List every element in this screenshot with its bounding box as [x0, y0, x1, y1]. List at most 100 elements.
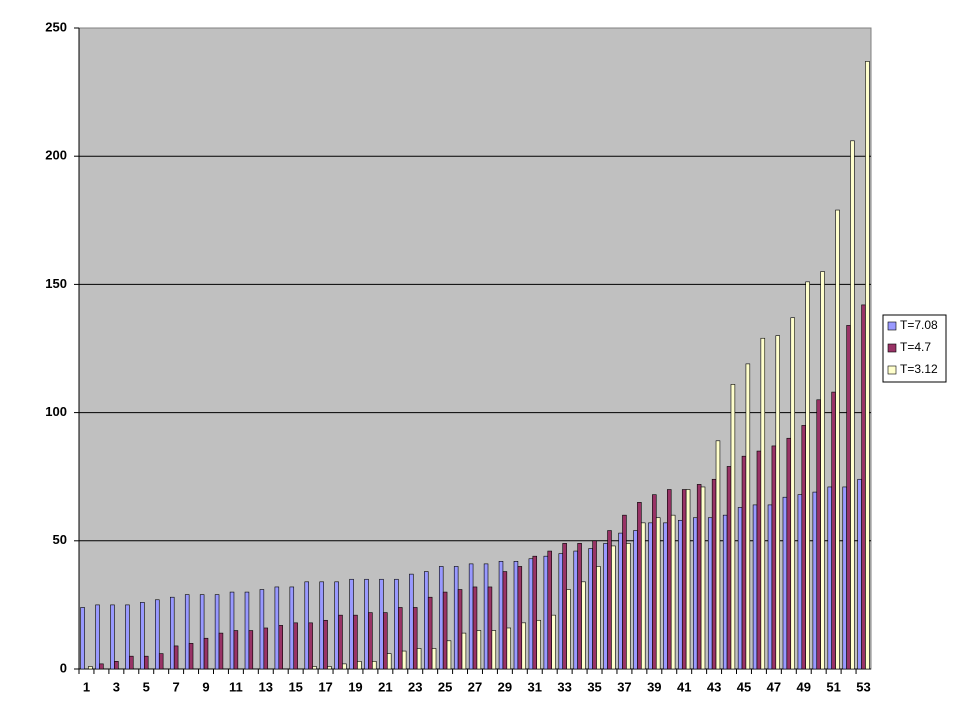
x-tick-label: 13 [259, 679, 273, 694]
y-tick-label: 50 [53, 532, 67, 547]
bar [416, 648, 422, 670]
bar [797, 494, 803, 670]
bar [835, 209, 840, 670]
bar [513, 561, 519, 670]
x-tick-label: 31 [528, 679, 542, 694]
x-tick-label: 29 [498, 679, 512, 694]
bar [155, 599, 160, 670]
bar [715, 440, 721, 670]
bar [865, 61, 870, 670]
bar [461, 632, 467, 670]
bar [517, 566, 523, 670]
bar [816, 399, 821, 670]
x-tick-label: 53 [856, 679, 870, 694]
bar [248, 630, 254, 670]
bar [424, 571, 429, 670]
bar [383, 612, 388, 670]
bar [468, 563, 474, 670]
bar [551, 614, 556, 670]
bar [745, 363, 751, 670]
bar [618, 532, 623, 670]
x-tick-label: 43 [707, 679, 721, 694]
bar [278, 625, 283, 670]
legend-swatch [887, 321, 897, 331]
legend-swatch [887, 343, 897, 353]
bar [760, 337, 766, 670]
legend-label: T=4.7 [900, 340, 931, 354]
bar [775, 335, 780, 670]
bar [861, 304, 866, 670]
bar [790, 317, 795, 670]
bar [110, 604, 115, 670]
bar [401, 650, 407, 670]
y-tick-label: 150 [45, 276, 67, 291]
x-tick-label: 7 [173, 679, 180, 694]
bar [274, 586, 280, 670]
bar [652, 494, 657, 670]
bar [752, 504, 758, 670]
bar [125, 604, 130, 670]
bar [99, 663, 104, 670]
bar [685, 489, 691, 670]
bar [558, 553, 564, 670]
bar [547, 550, 552, 670]
bar [562, 543, 567, 670]
bar [476, 630, 482, 670]
bar [707, 517, 713, 670]
legend-label: T=7.08 [900, 318, 938, 332]
bar [293, 622, 298, 670]
x-tick-label: 45 [737, 679, 751, 694]
bar [398, 607, 403, 670]
bar [633, 530, 638, 670]
bar [244, 591, 250, 670]
bar [129, 655, 134, 670]
bar [820, 271, 825, 670]
bar [846, 325, 851, 670]
bar [170, 596, 175, 670]
x-tick-label: 17 [318, 679, 332, 694]
bar [289, 586, 295, 670]
bar [319, 581, 324, 670]
bar [693, 517, 698, 670]
bar [767, 504, 773, 670]
bar [842, 486, 847, 670]
bar [95, 604, 100, 670]
bar [711, 478, 717, 670]
bar [472, 586, 478, 670]
bar [812, 491, 818, 670]
bar [338, 614, 343, 670]
x-tick-label: 25 [438, 679, 452, 694]
bar [88, 666, 93, 670]
bar [353, 614, 358, 670]
bar [850, 140, 855, 670]
bar [409, 573, 414, 670]
bar [457, 589, 463, 670]
y-tick-label: 250 [45, 19, 67, 34]
bar [308, 622, 313, 670]
bar [655, 517, 661, 670]
bar [543, 555, 549, 670]
bar [566, 589, 571, 670]
x-tick-label: 19 [348, 679, 362, 694]
bar [648, 522, 653, 670]
bar [427, 596, 433, 670]
legend-swatch [887, 365, 897, 375]
bar [184, 594, 190, 670]
bar [577, 543, 582, 670]
bar [368, 612, 373, 670]
bar [453, 566, 459, 670]
bar [681, 489, 687, 670]
bar [334, 581, 339, 670]
bar [431, 648, 437, 670]
x-tick-label: 49 [797, 679, 811, 694]
bar [641, 522, 646, 670]
bar [521, 622, 526, 670]
bar [114, 661, 119, 670]
bar [696, 484, 702, 670]
bar [611, 545, 616, 670]
bar [442, 591, 448, 670]
bar [573, 550, 578, 670]
bar [144, 655, 149, 670]
legend-label: T=3.12 [900, 362, 938, 376]
bar [741, 455, 747, 670]
